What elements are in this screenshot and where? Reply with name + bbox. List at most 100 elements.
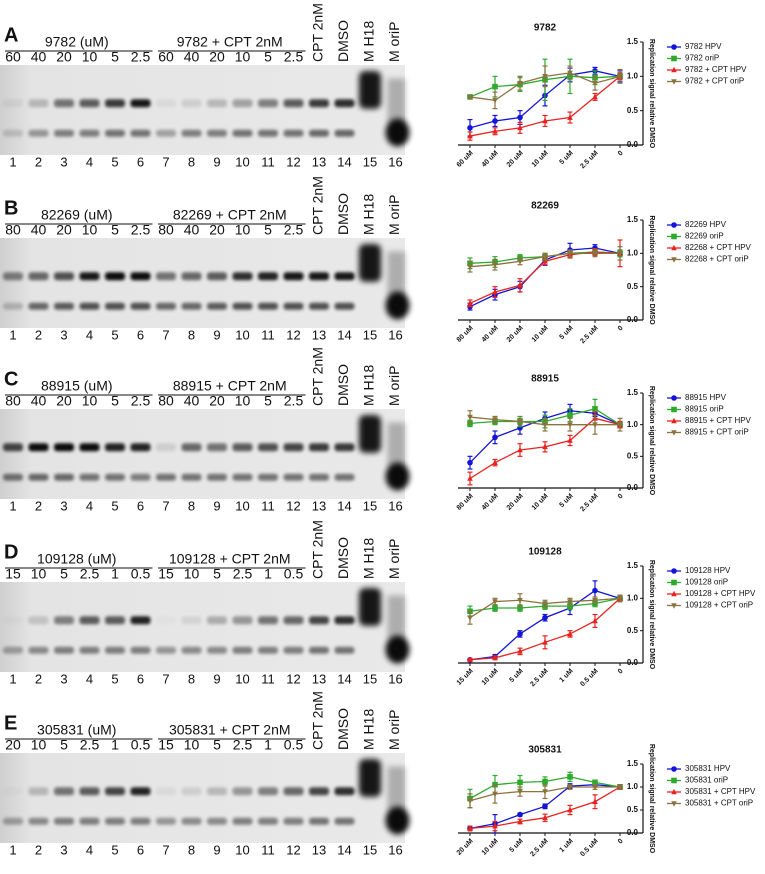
data-point xyxy=(492,417,498,423)
lane-number: 6 xyxy=(137,154,144,169)
gel-band xyxy=(54,129,74,137)
data-point xyxy=(592,617,598,624)
gel-band xyxy=(54,302,74,310)
gel-band xyxy=(79,99,100,108)
gel-band xyxy=(3,302,23,310)
lane-number: 8 xyxy=(188,671,195,686)
data-point xyxy=(592,798,598,805)
lane-number: 4 xyxy=(86,154,93,169)
x-tick-label: 2.5 uM xyxy=(579,150,599,170)
lane-header: M oriP xyxy=(386,195,402,235)
lane-number: 15 xyxy=(363,327,377,342)
gel-band xyxy=(334,272,355,281)
lane-number: 13 xyxy=(312,842,326,857)
gel-band xyxy=(79,787,100,796)
gel-band xyxy=(3,443,23,452)
gel-band xyxy=(283,616,304,625)
gel-band xyxy=(334,443,355,452)
y-axis-label: Replication signal relative DMSO xyxy=(648,560,655,670)
lane-header: 5 xyxy=(213,737,221,753)
data-point xyxy=(542,614,548,621)
lane-header: 2.5 xyxy=(284,393,304,409)
lane-header: DMSO xyxy=(335,537,351,579)
gel-band xyxy=(181,787,202,796)
data-point xyxy=(492,98,498,104)
lane-header: M oriP xyxy=(386,366,402,406)
gel-band xyxy=(105,787,125,796)
lane-number: 6 xyxy=(137,671,144,686)
legend-marker xyxy=(671,406,677,413)
lane-header: 0.5 xyxy=(131,566,151,582)
data-point xyxy=(567,630,573,637)
x-tick-label: 2.5 uM xyxy=(529,668,549,688)
data-point xyxy=(517,419,523,425)
x-tick-label: 20 uM xyxy=(506,493,525,512)
lane-number: 10 xyxy=(235,154,249,169)
data-point xyxy=(467,798,473,805)
lane-header: 10 xyxy=(235,393,251,409)
data-point xyxy=(467,825,473,831)
lane-number: 13 xyxy=(312,327,326,342)
lane-header: 1 xyxy=(111,566,119,582)
lane-header: 5 xyxy=(213,566,221,582)
data-point xyxy=(517,259,523,265)
gel-band xyxy=(258,99,278,108)
marker-band xyxy=(359,588,381,626)
x-tick-label: 80 uM xyxy=(456,325,475,344)
gel-band xyxy=(309,646,329,654)
legend-label: 305831 oriP xyxy=(685,776,728,785)
data-point xyxy=(517,282,523,288)
legend-label: 305831 HPV xyxy=(685,764,731,773)
gel-band xyxy=(105,129,125,137)
lane-header: 2.5 xyxy=(131,393,151,409)
data-point xyxy=(492,118,498,124)
marker-band xyxy=(359,759,381,797)
data-point xyxy=(567,422,573,428)
lane-header: 2.5 xyxy=(284,222,304,238)
x-tick-label: 40 uM xyxy=(481,493,500,512)
lane-number: 2 xyxy=(35,154,42,169)
x-tick-label: 1 uM xyxy=(558,668,574,684)
data-point xyxy=(467,300,473,306)
lane-number: 5 xyxy=(111,842,118,857)
data-point xyxy=(517,789,523,795)
lane-number: 3 xyxy=(60,327,67,342)
lane-number: 16 xyxy=(388,842,402,857)
lane-header: 20 xyxy=(209,222,225,238)
marker-band xyxy=(359,415,381,453)
data-point xyxy=(567,774,573,780)
y-tick-label: 1.0 xyxy=(627,420,639,429)
y-tick-label: 0.0 xyxy=(627,658,639,667)
gel-band xyxy=(28,443,49,452)
data-point xyxy=(592,93,598,100)
x-tick-label: 0 xyxy=(617,838,625,846)
lane-number: 2 xyxy=(35,671,42,686)
legend-label: 82269 HPV xyxy=(685,220,727,229)
x-tick-label: 10 uM xyxy=(481,838,500,857)
gel-band xyxy=(207,129,227,137)
lane-header: 40 xyxy=(184,222,200,238)
legend-marker xyxy=(671,603,677,609)
lane-number: 10 xyxy=(235,671,249,686)
legend-marker xyxy=(671,590,677,597)
marker-smear xyxy=(387,766,406,812)
gel-band xyxy=(54,616,74,625)
lane-header: 10 xyxy=(82,222,98,238)
gel-band xyxy=(309,616,329,625)
legend-marker xyxy=(671,66,677,73)
gel-band xyxy=(334,787,355,796)
gel-band xyxy=(79,473,100,481)
gel-band xyxy=(283,302,304,310)
gel-band xyxy=(181,129,202,137)
legend-marker xyxy=(671,766,677,772)
gel-band xyxy=(156,443,176,452)
data-point xyxy=(517,631,523,637)
gel-band xyxy=(3,272,23,281)
lane-number: 12 xyxy=(286,842,300,857)
gel-band xyxy=(28,99,49,108)
gel-band xyxy=(334,817,355,825)
gel-band xyxy=(283,272,304,281)
gel-band xyxy=(54,443,74,452)
data-point xyxy=(592,422,598,428)
